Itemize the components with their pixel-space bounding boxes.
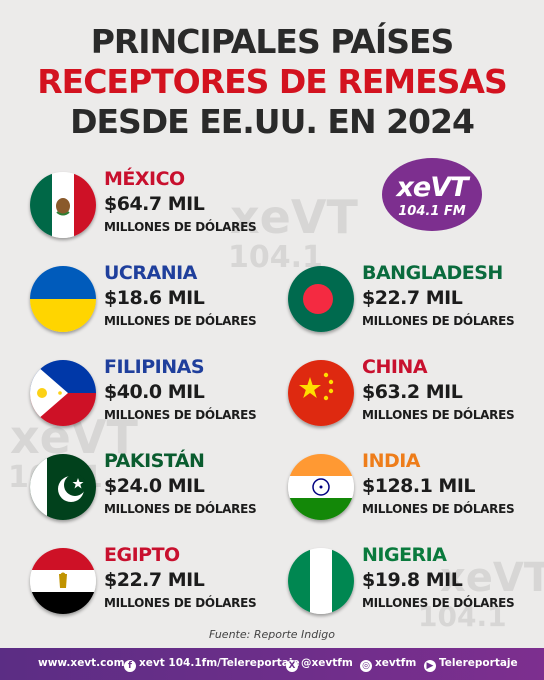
country-unit: MILLONES DE DÓLARES xyxy=(104,314,257,328)
country-name: PAKISTÁN xyxy=(104,450,205,472)
country-amount: $18.6 MIL xyxy=(104,287,205,309)
mexico-flag-icon xyxy=(30,172,96,238)
country-name: BANGLADESH xyxy=(362,262,503,284)
country-unit: MILLONES DE DÓLARES xyxy=(104,502,257,516)
country-name: UCRANIA xyxy=(104,262,197,284)
twitter-link[interactable]: X @xevtfm xyxy=(286,657,353,672)
nigeria-flag-icon xyxy=(288,548,354,614)
country-name: EGIPTO xyxy=(104,544,180,566)
country-amount: $22.7 MIL xyxy=(362,287,463,309)
source-note: Fuente: Reporte Indigo xyxy=(208,628,336,641)
country-card-egipto: EGIPTO $22.7 MIL MILLONES DE DÓLARES xyxy=(30,544,280,628)
bangladesh-flag-icon xyxy=(288,266,354,332)
country-amount: $63.2 MIL xyxy=(362,381,463,403)
watermark-frequency: 104.1 xyxy=(418,600,507,633)
instagram-icon: ◎ xyxy=(360,660,372,672)
philippines-flag-icon xyxy=(30,360,96,426)
country-name: INDIA xyxy=(362,450,421,472)
country-card-bangladesh: BANGLADESH $22.7 MIL MILLONES DE DÓLARES xyxy=(288,262,538,346)
country-amount: $24.0 MIL xyxy=(104,475,205,497)
country-amount: $128.1 MIL xyxy=(362,475,476,497)
watermark: xeVT xyxy=(230,190,358,244)
country-card-china: CHINA $63.2 MIL MILLONES DE DÓLARES xyxy=(288,356,538,440)
country-card-nigeria: NIGERIA $19.8 MIL MILLONES DE DÓLARES xyxy=(288,544,538,628)
instagram-link[interactable]: ◎ xevtfm xyxy=(360,657,416,672)
x-icon: X xyxy=(286,660,298,672)
watermark: xeVT xyxy=(440,555,544,601)
country-unit: MILLONES DE DÓLARES xyxy=(104,220,257,234)
country-unit: MILLONES DE DÓLARES xyxy=(104,596,257,610)
country-amount: $64.7 MIL xyxy=(104,193,205,215)
country-unit: MILLONES DE DÓLARES xyxy=(362,596,515,610)
country-card-india: INDIA $128.1 MIL MILLONES DE DÓLARES xyxy=(288,450,538,534)
youtube-icon: ▶ xyxy=(424,660,436,672)
country-card-pakistan: PAKISTÁN $24.0 MIL MILLONES DE DÓLARES xyxy=(30,450,280,534)
ukraine-flag-icon xyxy=(30,266,96,332)
xevt-logo: xeVT 104.1 FM xyxy=(382,158,482,231)
country-name: NIGERIA xyxy=(362,544,447,566)
country-unit: MILLONES DE DÓLARES xyxy=(362,314,515,328)
country-unit: MILLONES DE DÓLARES xyxy=(104,408,257,422)
egypt-flag-icon xyxy=(30,548,96,614)
country-amount: $40.0 MIL xyxy=(104,381,205,403)
country-amount: $22.7 MIL xyxy=(104,569,205,591)
instagram-label: xevtfm xyxy=(375,657,417,669)
china-flag-icon xyxy=(288,360,354,426)
page-title-line3: DESDE EE.UU. EN 2024 xyxy=(70,102,475,141)
country-name: MÉXICO xyxy=(104,168,185,190)
pakistan-flag-icon xyxy=(30,454,96,520)
facebook-icon: f xyxy=(124,660,136,672)
footer-bar: www.xevt.com f xevt 104.1fm/Telereportaje… xyxy=(0,648,544,680)
country-card-mexico: MÉXICO $64.7 MIL MILLONES DE DÓLARES xyxy=(30,168,280,252)
youtube-link[interactable]: ▶ Telereportaje xyxy=(424,657,518,672)
logo-frequency: 104.1 FM xyxy=(398,204,466,219)
page-title-line1: PRINCIPALES PAÍSES xyxy=(90,22,455,61)
youtube-label: Telereportaje xyxy=(439,657,518,669)
country-amount: $19.8 MIL xyxy=(362,569,463,591)
website-link[interactable]: www.xevt.com xyxy=(38,657,125,669)
country-card-ucrania: UCRANIA $18.6 MIL MILLONES DE DÓLARES xyxy=(30,262,280,346)
twitter-label: @xevtfm xyxy=(301,657,353,669)
facebook-link[interactable]: f xevt 104.1fm/Telereportaje xyxy=(124,657,300,672)
country-name: CHINA xyxy=(362,356,428,378)
country-unit: MILLONES DE DÓLARES xyxy=(362,408,515,422)
country-card-filipinas: FILIPINAS $40.0 MIL MILLONES DE DÓLARES xyxy=(30,356,280,440)
country-name: FILIPINAS xyxy=(104,356,205,378)
country-unit: MILLONES DE DÓLARES xyxy=(362,502,515,516)
logo-brand: xeVT xyxy=(396,172,468,203)
facebook-label: xevt 104.1fm/Telereportaje xyxy=(139,657,300,669)
india-flag-icon xyxy=(288,454,354,520)
page-title-line2: RECEPTORES DE REMESAS xyxy=(37,62,508,101)
